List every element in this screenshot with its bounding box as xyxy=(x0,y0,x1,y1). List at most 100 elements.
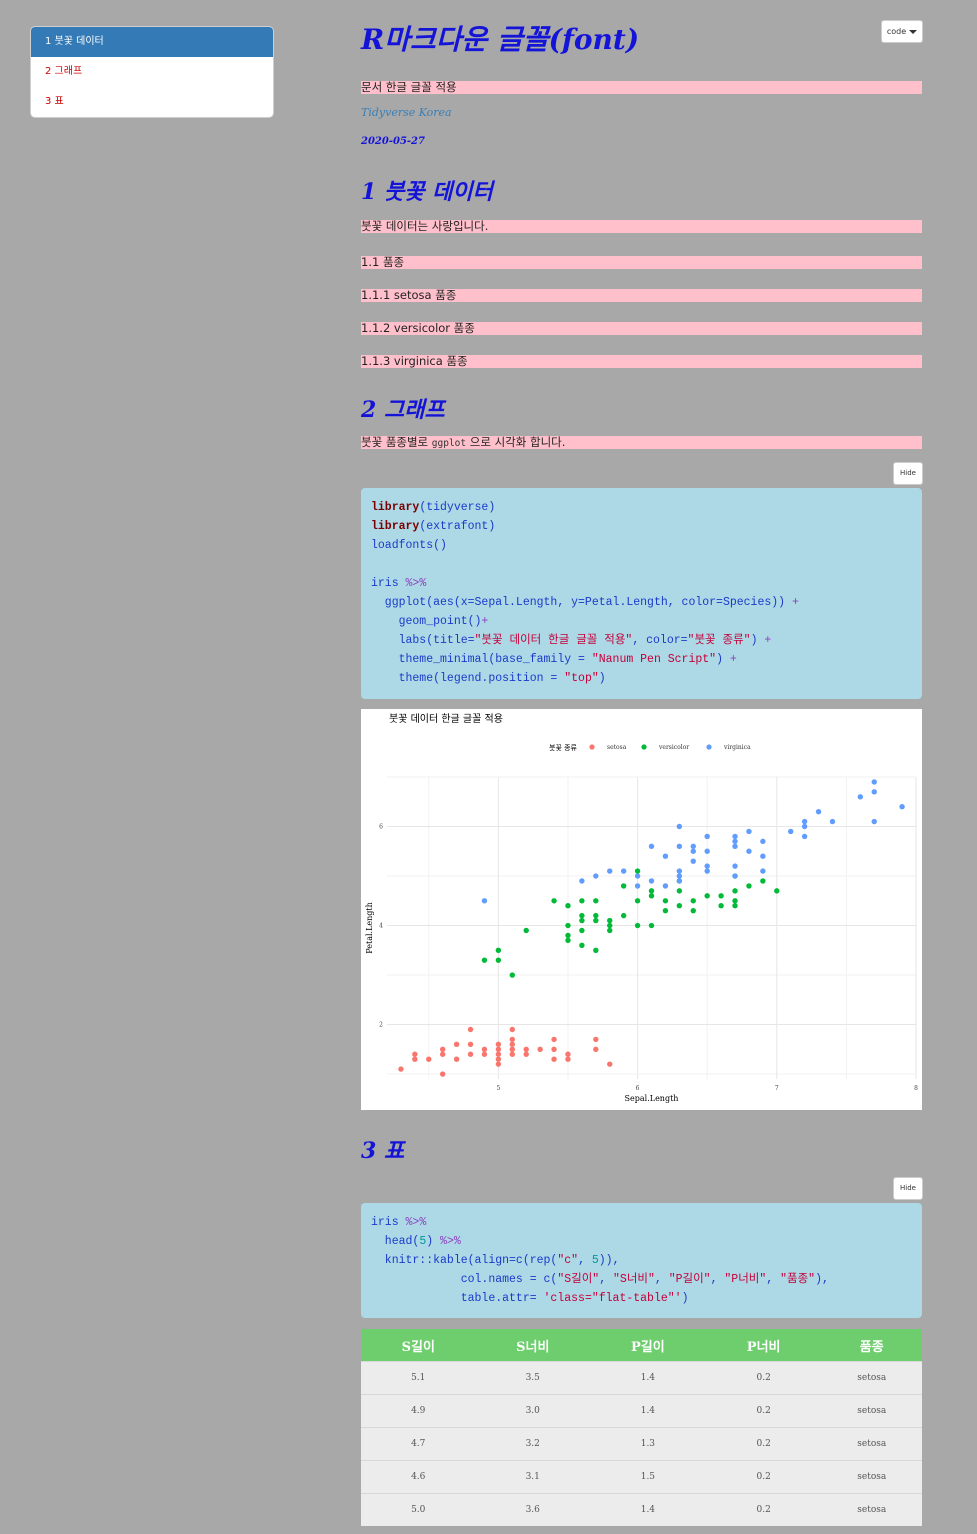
code-line: loadfonts() xyxy=(371,536,912,555)
table-cell: 0.2 xyxy=(705,1361,822,1395)
data-point-versicolor xyxy=(593,912,599,919)
data-point-setosa xyxy=(481,1051,488,1057)
data-point-virginica xyxy=(732,873,738,879)
code-block-graph: library(tidyverse) library(extrafont) load… xyxy=(361,488,922,699)
code-token: %>% xyxy=(405,1216,427,1229)
code-dropdown-button[interactable]: code xyxy=(881,20,923,43)
data-point-setosa xyxy=(412,1051,418,1057)
data-point-setosa xyxy=(412,1056,418,1062)
code-token: ) xyxy=(426,1235,441,1248)
data-point-versicolor xyxy=(662,907,669,914)
data-point-versicolor xyxy=(495,957,502,963)
toc-item-table[interactable]: 3 표 xyxy=(45,96,64,107)
code-line: knitr::kable(align=c(rep("c", 5)), xyxy=(371,1251,912,1270)
table-cell: 0.2 xyxy=(705,1427,822,1461)
legend-key-versicolor xyxy=(641,744,647,750)
data-point-setosa xyxy=(509,1051,515,1057)
hide-code-button-table[interactable]: Hide xyxy=(893,1177,923,1200)
table-cell: setosa xyxy=(821,1394,922,1428)
subheading-virginica: 1.1.3 virginica 품종 xyxy=(361,355,922,368)
data-point-setosa xyxy=(495,1046,502,1052)
code-line: table.attr= 'class="flat-table"') xyxy=(371,1289,912,1308)
table-cell: setosa xyxy=(821,1427,922,1461)
data-point-setosa xyxy=(398,1066,404,1072)
hide-code-button-graph[interactable]: Hide xyxy=(893,462,923,485)
data-point-setosa xyxy=(509,1026,515,1033)
code-token: iris xyxy=(371,577,406,590)
data-point-virginica xyxy=(760,838,766,845)
code-token: , xyxy=(710,1273,725,1286)
code-token: , xyxy=(766,1273,781,1286)
table-header-cell: S너비 xyxy=(475,1329,590,1362)
code-line: ggplot(aes(x=Sepal.Length, y=Petal.Lengt… xyxy=(371,593,912,612)
data-point-virginica xyxy=(899,804,905,810)
data-point-setosa xyxy=(551,1036,557,1043)
data-point-virginica xyxy=(760,853,766,859)
data-point-setosa xyxy=(551,1056,557,1062)
data-point-virginica xyxy=(676,878,683,884)
table-cell: setosa xyxy=(821,1361,922,1395)
data-point-versicolor xyxy=(648,893,655,899)
data-point-setosa xyxy=(453,1056,460,1062)
table-header-cell: S길이 xyxy=(361,1329,476,1362)
toc-item-iris-data[interactable]: 1 붓꽃 데이터 xyxy=(31,27,273,57)
data-point-setosa xyxy=(593,1046,599,1052)
data-point-setosa xyxy=(453,1041,460,1048)
data-point-versicolor xyxy=(690,898,696,904)
data-point-virginica xyxy=(662,883,669,889)
data-point-virginica xyxy=(732,843,738,850)
code-token: (tidyverse) xyxy=(419,501,496,514)
code-token: + xyxy=(481,615,489,628)
code-token: "S길이" xyxy=(557,1273,600,1286)
table-cell: 5.0 xyxy=(361,1493,476,1526)
data-point-virginica xyxy=(704,848,710,854)
code-token: "Nanum Pen Script" xyxy=(591,653,717,666)
x-tick-label: 7 xyxy=(775,1085,779,1092)
data-point-versicolor xyxy=(732,898,738,904)
data-point-setosa xyxy=(439,1046,446,1052)
legend-label-virginica: virginica xyxy=(723,744,751,751)
x-tick-label: 5 xyxy=(496,1085,500,1092)
chart-title: 붓꽃 데이터 한글 글꼴 적용 xyxy=(389,713,503,725)
data-point-versicolor xyxy=(565,932,571,939)
data-point-versicolor xyxy=(648,922,655,929)
code-token: head( xyxy=(371,1235,420,1248)
data-point-virginica xyxy=(801,818,808,825)
code-token: , xyxy=(578,1254,592,1267)
data-point-virginica xyxy=(676,868,683,874)
data-point-setosa xyxy=(537,1046,543,1052)
data-point-versicolor xyxy=(593,917,599,924)
data-point-versicolor xyxy=(593,898,599,904)
data-point-setosa xyxy=(565,1051,571,1057)
scatter-plot: 5 6 7 8 2 4 6 붓꽃 데이터 한글 글꼴 적용 붓꽃 종류 setosa versico… xyxy=(361,709,922,1110)
toc-item-graph[interactable]: 2 그래프 xyxy=(45,66,83,77)
code-token: , xyxy=(654,1273,669,1286)
data-point-versicolor xyxy=(579,917,585,924)
table-header-cell: P길이 xyxy=(590,1329,706,1362)
section1-intro: 붓꽃 데이터는 사랑입니다. xyxy=(361,220,922,233)
code-token: 5 xyxy=(591,1254,599,1267)
code-line: theme_minimal(base_family = "Nanum Pen S… xyxy=(371,650,912,669)
data-point-versicolor xyxy=(565,903,571,909)
data-point-virginica xyxy=(746,828,752,835)
data-point-versicolor xyxy=(718,903,724,909)
code-token: + xyxy=(764,634,772,647)
data-point-virginica xyxy=(634,883,641,889)
data-point-setosa xyxy=(551,1046,557,1052)
data-point-setosa xyxy=(565,1056,571,1062)
code-token: col.names = c( xyxy=(371,1273,558,1286)
code-token: "S너비" xyxy=(613,1273,655,1286)
data-point-setosa xyxy=(593,1036,599,1043)
data-point-virginica xyxy=(732,838,738,845)
code-token: "붓꽃 데이터 한글 글꼴 적용" xyxy=(474,634,633,647)
table-of-contents: 1 붓꽃 데이터 2 그래프 3 표 xyxy=(30,26,274,118)
data-point-versicolor xyxy=(774,888,780,894)
table-body: 5.1 3.5 1.4 0.2 setosa 4.9 3.0 1.4 0.2 setosa 4.7 3… xyxy=(361,1361,922,1526)
data-point-versicolor xyxy=(607,922,613,929)
code-button-label: code xyxy=(886,27,907,36)
code-token: + xyxy=(791,596,799,609)
table-cell: 4.7 xyxy=(361,1427,476,1461)
table-cell: 1.4 xyxy=(590,1493,706,1526)
code-token: library xyxy=(371,520,420,533)
